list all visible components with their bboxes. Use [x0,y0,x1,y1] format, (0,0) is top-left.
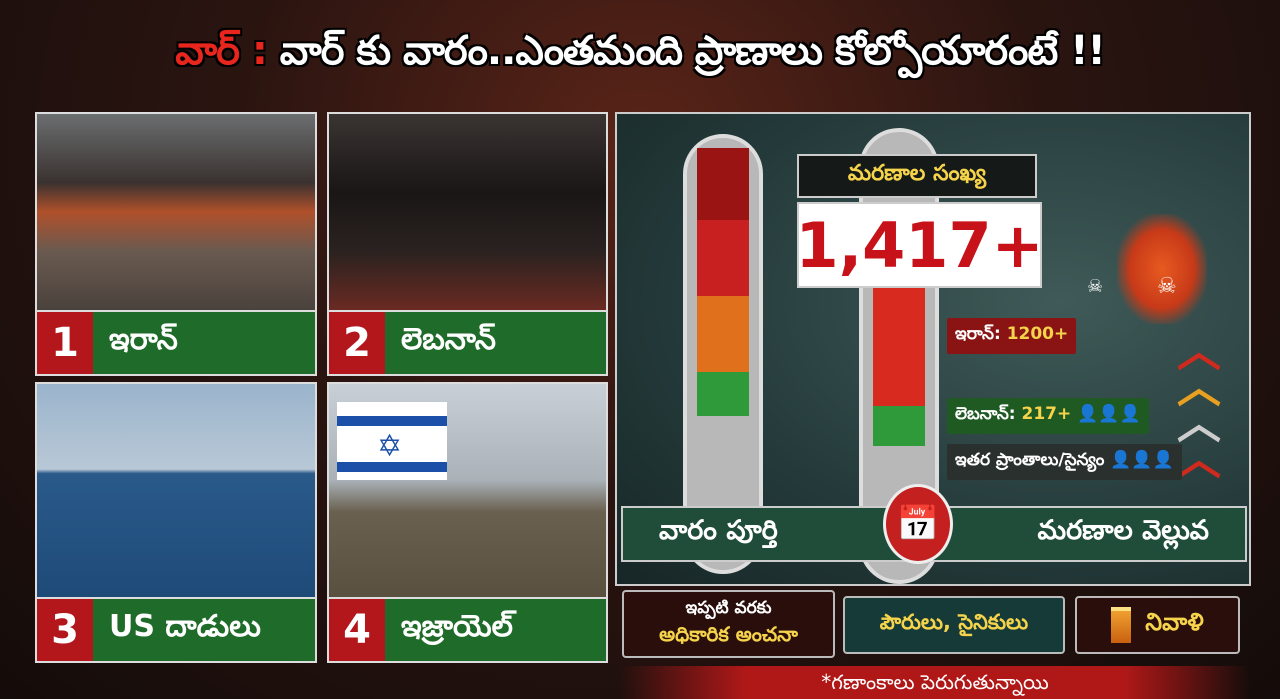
headline-main: వార్ కు వారం..ఎంతమంది ప్రాణాలు కోల్పోయార… [279,28,1106,74]
footnote: *గణాంకాలు పెరుగుతున్నాయి [620,666,1250,699]
stat-iran: ఇరాన్: 1200+ [947,318,1077,354]
skull-icon: ☠ [1087,276,1104,297]
panel-number: 4 [329,599,385,661]
death-count-label: మరణాల సంఖ్య [797,154,1037,198]
people-icon: 👤👤👤 [1077,404,1141,424]
calendar-fire-icon: 📅 [883,484,953,564]
people-icon: 👤👤👤 [1110,450,1174,470]
israel-flag-icon: ✡ [337,402,447,480]
skull-icon: ☠ [1157,274,1177,299]
death-toll-map: మరణాల సంఖ్య 1,417+ ☠ ☠ ︿ ︿ ︿ ︿ ఇరాన్: 1200+… [615,112,1251,586]
tank-photo: ✡ [329,384,606,597]
panel-us-strikes: 3 US దాడులు [35,382,317,663]
tribute-box: నివాళి [1075,596,1240,654]
official-estimate-box: ఇప్పటి వరకు అధికారిక అంచనా [622,590,835,658]
iran-fire-icon [1117,214,1207,324]
panel-iran: 1 ఇరాన్ [35,112,317,376]
chevron-arrows-icon: ︿ ︿ ︿ ︿ [1177,326,1221,485]
stat-lebanon: లెబనాన్: 217+ 👤👤👤 [947,398,1149,434]
candle-icon [1111,607,1132,643]
panel-lebanon: 2 లెబనాన్ [327,112,608,376]
headline-prefix: వార్ : [175,28,268,74]
panel-label: ఇజ్రాయెల్ [401,609,513,644]
panel-label: US దాడులు [109,609,261,644]
headline: వార్ : వార్ కు వారం..ఎంతమంది ప్రాణాలు కో… [0,28,1280,84]
panel-label: ఇరాన్ [109,322,178,357]
destroyed-buildings-photo [37,114,315,310]
panel-israel: ✡ 4 ఇజ్రాయెల్ [327,382,608,663]
death-count: 1,417+ [795,202,1044,288]
civilians-soldiers-box: పౌరులు, సైనికులు [843,596,1065,654]
panel-label: లెబనాన్ [401,322,496,357]
mourners-photo [329,114,606,310]
panel-number: 3 [37,599,93,661]
stat-other: ఇతర ప్రాంతాలు/సైన్యం 👤👤👤 [947,444,1182,480]
panel-number: 2 [329,312,385,374]
banner-left: వారం పూర్తి [659,515,778,546]
panel-number: 1 [37,312,93,374]
thermometer-left [683,134,763,574]
banner-right: మరణాల వెల్లువ [1037,515,1209,546]
warships-photo [37,384,315,597]
